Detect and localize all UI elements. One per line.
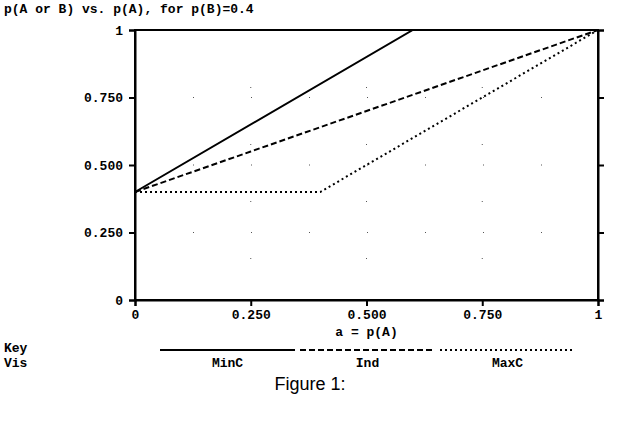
tick-label: 1 bbox=[595, 308, 603, 323]
grid-line bbox=[135, 97, 598, 98]
tick-mark bbox=[129, 97, 135, 99]
legend-title: Key bbox=[4, 341, 28, 356]
plot-frame bbox=[135, 30, 598, 300]
tick-label: 0.500 bbox=[347, 308, 386, 323]
grid-line bbox=[482, 30, 483, 300]
tick: 0.250 bbox=[232, 300, 271, 323]
y-axis: 0 0.250 0.500 0.750 1 bbox=[84, 24, 136, 309]
y-axis-right bbox=[598, 31, 604, 301]
tick-mark bbox=[598, 97, 604, 99]
tick: 0.500 bbox=[84, 159, 135, 174]
tick: 1 bbox=[595, 300, 603, 323]
tick: 0.250 bbox=[84, 226, 135, 241]
tick-label: 0.500 bbox=[84, 159, 123, 174]
tick-label: 0 bbox=[132, 308, 140, 323]
chart: p(A or B) vs. p(A), for p(B)=0.4 0 0.250 0.… bbox=[0, 0, 640, 429]
tick: 0 bbox=[115, 294, 135, 309]
series-line bbox=[135, 30, 598, 192]
tick: 0.750 bbox=[463, 300, 502, 323]
grid-line bbox=[135, 232, 598, 233]
legend-swatch bbox=[160, 349, 295, 351]
legend-swatch bbox=[300, 349, 435, 351]
x-axis-label: a = p(A) bbox=[335, 325, 397, 340]
tick bbox=[598, 30, 604, 31]
tick: 0 bbox=[132, 300, 140, 323]
tick: 1 bbox=[115, 24, 135, 39]
tick bbox=[598, 233, 604, 234]
tick bbox=[598, 300, 604, 301]
axis-line bbox=[136, 301, 599, 307]
tick-mark bbox=[482, 300, 484, 306]
tick-mark bbox=[129, 30, 135, 32]
tick-label: 1 bbox=[115, 24, 123, 39]
title: p(A or B) vs. p(A), for p(B)=0.4 bbox=[4, 2, 254, 17]
tick: 0.750 bbox=[84, 91, 135, 106]
lines bbox=[135, 30, 598, 192]
tick-mark bbox=[250, 300, 252, 306]
axis-line bbox=[599, 31, 605, 301]
series-line bbox=[135, 30, 598, 192]
tick-mark bbox=[598, 30, 604, 32]
tick-mark bbox=[129, 232, 135, 234]
series-line bbox=[135, 30, 598, 192]
grid-line bbox=[135, 165, 598, 166]
legend-label: MaxC bbox=[492, 356, 523, 371]
tick-mark bbox=[129, 165, 135, 167]
tick-mark bbox=[366, 300, 368, 306]
tick-label: 0.750 bbox=[463, 308, 502, 323]
tick bbox=[598, 98, 604, 99]
legend-label: MinC bbox=[212, 356, 243, 371]
tick-label: 0 bbox=[115, 294, 123, 309]
tick-mark bbox=[598, 165, 604, 167]
tick-label: 0.250 bbox=[232, 308, 271, 323]
legend-title: Vis bbox=[4, 356, 28, 371]
tick-label: 0.750 bbox=[84, 91, 123, 106]
tick-mark bbox=[598, 300, 604, 302]
x-axis: 0 0.250 0.500 0.750 1 bbox=[132, 300, 603, 323]
tick-mark bbox=[129, 300, 135, 302]
grid bbox=[135, 30, 598, 300]
tick bbox=[598, 165, 604, 166]
legend: KeyVis MinC Ind MaxC bbox=[4, 341, 575, 371]
tick-mark bbox=[598, 232, 604, 234]
axis-line bbox=[129, 31, 136, 301]
legend-label: Ind bbox=[356, 356, 379, 371]
grid-line bbox=[366, 30, 367, 300]
legend-swatch bbox=[440, 349, 575, 351]
tick-label: 0.250 bbox=[84, 226, 123, 241]
tick: 0.500 bbox=[347, 300, 386, 323]
caption: Figure 1: bbox=[274, 374, 345, 394]
